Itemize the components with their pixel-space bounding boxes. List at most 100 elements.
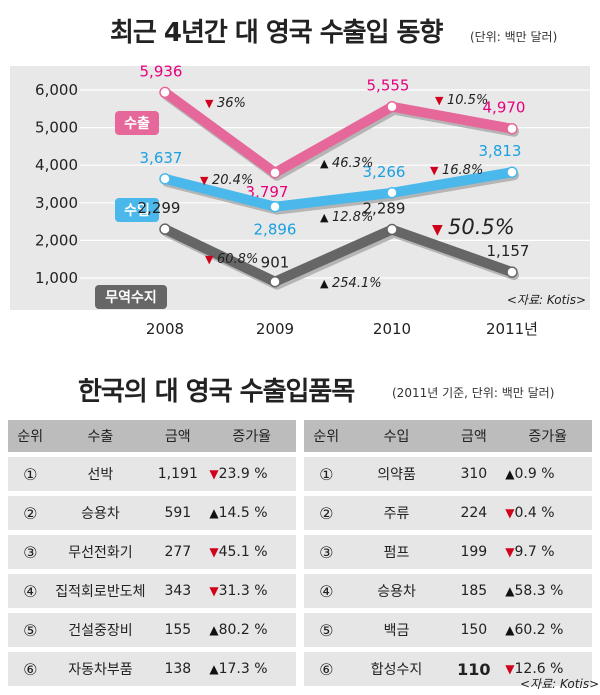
export-change-value: 80.2 % [218, 622, 268, 638]
import-amount-cell: 150 [444, 613, 504, 647]
export-row: ⑥ 자동차부품 138 ▲17.3 % [8, 652, 296, 686]
y-tick-label: 1,000 [35, 269, 78, 287]
export-amount-cell: 591 [148, 496, 208, 530]
data-point [386, 223, 398, 236]
import-amount-cell: 199 [444, 535, 504, 569]
import-row: ⑥ 합성수지 110 ▼12.6 % [304, 652, 592, 686]
data-label: 4,970 [483, 99, 526, 117]
import-amount-cell: 310 [444, 457, 504, 491]
export-change-value: 23.9 % [218, 466, 268, 482]
triangle-down-icon: ▼ [205, 97, 214, 110]
import-header-rank: 순위 [304, 420, 349, 452]
line-chart: 6,000 5,000 4,000 3,000 2,000 1,000 2008 2009 20… [10, 62, 590, 338]
table-section-title: 한국의 대 영국 수출입품목 [78, 377, 355, 407]
import-rank-cell: ⑥ [304, 652, 349, 686]
import-change-cell: ▼12.6 % [503, 652, 592, 686]
import-amount-cell: 224 [444, 496, 504, 530]
export-amount-cell: 1,191 [148, 457, 208, 491]
triangle-up-icon: ▲ [320, 157, 329, 170]
y-tick-label: 3,000 [35, 194, 78, 212]
triangle-down-icon: ▼ [505, 662, 515, 676]
table-source: <자료: Kotis> [520, 677, 600, 691]
change-label: 254.1% [332, 276, 382, 291]
series-label-box [95, 285, 167, 309]
series-label: 무역수지 [105, 289, 157, 306]
import-change-value: 12.6 % [514, 661, 564, 677]
export-table-wrap: 순위 수출 금액 증가율 ① 선박 1,191 ▼23.9 % ② 승용차 591 ▲14.5… [8, 415, 296, 691]
triangle-down-icon: ▼ [505, 506, 515, 520]
data-point [159, 173, 171, 185]
data-label: 2,289 [363, 200, 406, 218]
export-change-cell: ▲17.3 % [207, 652, 296, 686]
export-item-cell: 무선전화기 [52, 535, 149, 569]
data-point [386, 187, 398, 199]
import-change-value: 9.7 % [514, 544, 555, 560]
export-change-cell: ▼31.3 % [207, 574, 296, 608]
import-rank-cell: ③ [304, 535, 349, 569]
chart-source: <자료: Kotis> [507, 293, 586, 307]
triangle-down-icon: ▼ [209, 467, 219, 481]
change-label: 46.3% [332, 156, 373, 171]
import-item-cell: 주류 [348, 496, 445, 530]
import-item-cell: 펌프 [348, 535, 445, 569]
export-row: ⑤ 건설중장비 155 ▲80.2 % [8, 613, 296, 647]
import-row: ⑤ 백금 150 ▲60.2 % [304, 613, 592, 647]
data-point [159, 223, 171, 235]
export-header-amount: 금액 [148, 420, 208, 452]
export-rank-cell: ① [8, 457, 53, 491]
triangle-down-icon: ▼ [209, 545, 219, 559]
data-point [269, 200, 281, 213]
import-item-cell: 합성수지 [348, 652, 445, 686]
triangle-down-icon: ▼ [200, 174, 209, 187]
triangle-up-icon: ▲ [320, 211, 329, 224]
series-label-box [115, 111, 159, 135]
series-line [160, 224, 517, 287]
x-tick-label: 2009 [256, 320, 294, 338]
export-rank-cell: ④ [8, 574, 53, 608]
import-item-cell: 백금 [348, 613, 445, 647]
import-change-cell: ▲58.3 % [503, 574, 592, 608]
import-change-cell: ▲0.9 % [503, 457, 592, 491]
data-label: 3,797 [246, 183, 289, 201]
import-row: ① 의약품 310 ▲0.9 % [304, 457, 592, 491]
export-item-cell: 자동차부품 [52, 652, 149, 686]
export-rank-cell: ⑥ [8, 652, 53, 686]
import-table-body: ① 의약품 310 ▲0.9 % ② 주류 224 ▼0.4 % ③ 펌프 199 ▼9.7 % ④ 승용… [304, 457, 592, 686]
data-point [269, 167, 281, 179]
export-change-value: 31.3 % [218, 583, 268, 599]
triangle-up-icon: ▲ [505, 467, 515, 481]
change-label: 16.8% [442, 163, 483, 178]
import-change-cell: ▲60.2 % [503, 613, 592, 647]
triangle-up-icon: ▲ [209, 506, 219, 520]
series-line [160, 87, 517, 178]
export-change-cell: ▲14.5 % [207, 496, 296, 530]
export-rank-cell: ⑤ [8, 613, 53, 647]
triangle-up-icon: ▲ [320, 277, 329, 290]
export-row: ④ 집적회로반도체 343 ▼31.3 % [8, 574, 296, 608]
data-label: 3,813 [479, 142, 522, 160]
change-label: 12.8% [332, 210, 373, 225]
import-amount-cell: 110 [444, 652, 504, 686]
import-item-cell: 의약품 [348, 457, 445, 491]
data-point [386, 100, 398, 113]
export-change-value: 17.3 % [218, 661, 268, 677]
x-tick-label: 2010 [373, 320, 411, 338]
data-label: 2,896 [254, 221, 297, 239]
import-change-value: 58.3 % [514, 583, 564, 599]
import-amount-cell: 185 [444, 574, 504, 608]
import-row: ③ 펌프 199 ▼9.7 % [304, 535, 592, 569]
data-point [506, 166, 518, 178]
data-point [269, 275, 281, 288]
export-item-cell: 선박 [52, 457, 149, 491]
series-line [160, 167, 517, 212]
y-tick-label: 5,000 [35, 119, 78, 137]
series-label: 수출 [124, 115, 150, 132]
data-label: 2,299 [138, 199, 181, 217]
export-rank-cell: ② [8, 496, 53, 530]
export-header-item: 수출 [52, 420, 149, 452]
export-row: ① 선박 1,191 ▼23.9 % [8, 457, 296, 491]
change-label: 50.5% [448, 215, 515, 239]
import-table: 순위 수입 금액 증가율 ① 의약품 310 ▲0.9 % ② 주류 224 ▼0.4 % ③ 펌… [304, 415, 592, 691]
import-item-cell: 승용차 [348, 574, 445, 608]
chart-unit: (단위: 백만 달러) [470, 30, 558, 44]
